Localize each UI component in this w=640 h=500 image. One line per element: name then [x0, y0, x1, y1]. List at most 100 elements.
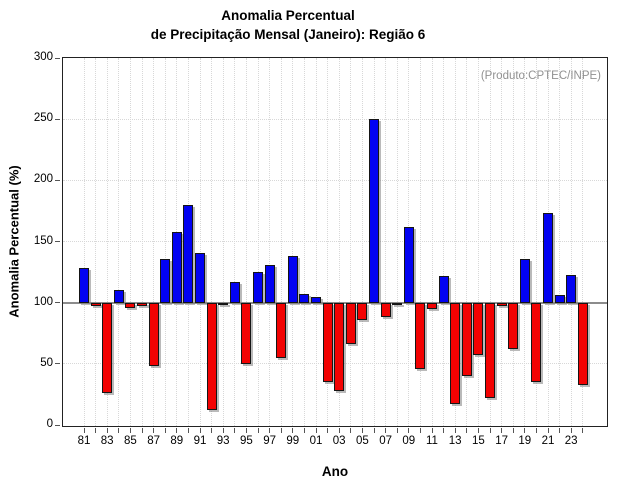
x-tick [408, 427, 410, 433]
v-gridline [280, 58, 282, 426]
x-tick [443, 427, 445, 433]
x-tick-label: 85 [123, 435, 137, 447]
x-tick [361, 427, 363, 433]
v-gridline [164, 58, 166, 426]
bar-1989 [171, 231, 182, 303]
x-tick [512, 427, 514, 433]
chart-title-line1: Anomalia Percentual [221, 8, 355, 23]
x-tick-label: 09 [402, 435, 416, 447]
x-tick [477, 427, 479, 433]
x-tick [350, 427, 352, 433]
x-tick-label: 17 [495, 435, 508, 447]
y-tick [55, 302, 60, 304]
x-tick [95, 427, 97, 433]
v-gridline [257, 58, 259, 426]
bar-1995 [241, 302, 252, 364]
x-tick-label: 81 [77, 435, 91, 447]
x-tick [187, 427, 189, 433]
v-gridline [559, 58, 561, 426]
bar-1981 [79, 268, 89, 303]
x-tick-label: 21 [541, 435, 555, 447]
x-tick [454, 427, 456, 433]
v-gridline [303, 58, 305, 426]
v-gridline [95, 58, 97, 426]
producer-annotation: (Produto:CPTEC/INPE) [480, 70, 601, 82]
x-tick [129, 427, 131, 433]
chart-title: Anomalia Percentual de Precipitação Mens… [0, 6, 576, 44]
x-tick-label: 15 [471, 435, 485, 447]
bar-1999 [287, 256, 298, 303]
v-gridline [524, 58, 526, 426]
x-tick [164, 427, 166, 433]
v-gridline [477, 58, 479, 426]
y-tick [55, 179, 60, 181]
y-tick [55, 241, 60, 242]
y-tick-label: 100 [33, 295, 53, 308]
bar-1997 [264, 264, 275, 303]
x-tick-label: 83 [100, 435, 114, 447]
v-gridline [199, 58, 201, 426]
x-tick-label: 07 [379, 435, 392, 447]
v-gridline [431, 58, 433, 426]
bar-2003 [334, 302, 345, 391]
bar-2012 [438, 275, 449, 303]
x-tick [327, 427, 329, 433]
x-tick [83, 427, 85, 433]
bar-2013 [450, 302, 461, 405]
bar-1983 [102, 302, 113, 394]
x-tick [234, 427, 236, 433]
y-tick-label: 50 [40, 356, 53, 369]
x-tick [292, 427, 294, 433]
x-tick-label: 01 [309, 435, 323, 447]
bar-1996 [253, 272, 263, 303]
bar-2021 [543, 213, 553, 303]
v-gridline [350, 58, 352, 426]
x-tick-label: 23 [564, 435, 578, 447]
x-tick [269, 427, 271, 433]
x-tick [257, 427, 259, 433]
bar-1998 [276, 302, 287, 358]
x-tick [118, 427, 120, 433]
v-gridline [338, 58, 340, 426]
x-tick [570, 427, 572, 433]
bar-2005 [357, 302, 368, 320]
v-gridline [118, 58, 120, 426]
v-gridline [106, 58, 108, 426]
v-gridline [535, 58, 537, 426]
chart-title-line2: de Precipitação Mensal (Janeiro): Região… [150, 27, 426, 42]
x-tick [431, 427, 433, 433]
x-tick-label: 99 [286, 435, 300, 447]
x-tick-label: 87 [147, 435, 160, 447]
bar-2017 [496, 302, 507, 307]
x-tick [211, 427, 213, 433]
v-gridline [489, 58, 491, 426]
v-gridline [501, 58, 503, 426]
x-axis-title: Ano [321, 464, 349, 479]
bar-2007 [380, 302, 391, 318]
v-gridline [234, 58, 236, 426]
x-tick [559, 427, 561, 433]
bar-2008 [392, 302, 403, 306]
v-gridline [361, 58, 363, 426]
x-tick-label: 03 [332, 435, 346, 447]
h-gridline [63, 118, 607, 120]
x-tick [547, 427, 549, 433]
x-tick-label: 19 [518, 435, 532, 447]
x-tick [315, 427, 317, 433]
bar-1993 [218, 302, 229, 306]
v-gridline [211, 58, 213, 426]
bar-2000 [299, 294, 310, 303]
bar-2018 [508, 302, 519, 350]
v-gridline [83, 58, 85, 426]
bar-2009 [403, 226, 414, 303]
y-tick-label: 0 [46, 418, 53, 430]
x-tick-label: 93 [216, 435, 230, 447]
v-gridline [245, 58, 247, 426]
y-tick [55, 118, 60, 120]
x-tick-label: 05 [355, 435, 369, 447]
x-tick-label: 91 [193, 435, 207, 447]
bar-1984 [113, 290, 124, 303]
v-gridline [222, 58, 224, 426]
bar-2020 [531, 302, 542, 383]
